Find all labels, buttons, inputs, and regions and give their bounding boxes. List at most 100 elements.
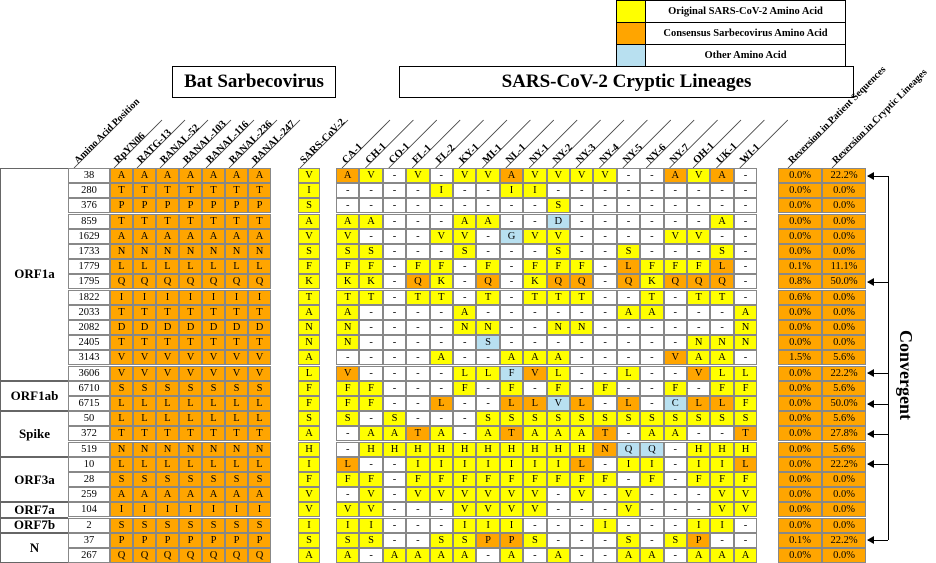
cryptic-cell: V — [710, 487, 734, 503]
bat-cell: S — [202, 380, 225, 396]
cryptic-cell: F — [406, 259, 430, 275]
bat-cell: S — [110, 517, 133, 533]
bat-cell: V — [202, 350, 225, 366]
cryptic-cell: - — [359, 183, 383, 199]
bat-cell: A — [133, 168, 156, 183]
header-pct-1: Reversion in Cryptic Lineages — [830, 67, 929, 166]
cryptic-cell: A — [663, 426, 687, 442]
bat-cell: P — [225, 532, 248, 548]
cryptic-cell: L — [476, 365, 500, 381]
cryptic-cell: - — [406, 228, 430, 244]
cryptic-cell: A — [687, 350, 711, 366]
cryptic-cell: - — [593, 548, 617, 563]
bat-cell: V — [156, 350, 179, 366]
bat-cell: D — [248, 320, 271, 335]
bat-cell: Q — [202, 548, 225, 563]
bat-cell: I — [179, 502, 202, 518]
cryptic-cell: - — [687, 426, 711, 442]
pct-cryptic-cell: 0.0% — [822, 304, 866, 320]
bat-cell: L — [248, 396, 271, 411]
cryptic-cell: F — [359, 380, 383, 396]
bat-cell: T — [248, 183, 271, 199]
cryptic-cell: - — [616, 168, 641, 183]
position-cell: 376 — [68, 198, 110, 214]
cryptic-cell: A — [546, 350, 570, 366]
cryptic-cell: S — [616, 532, 641, 548]
cryptic-cell: H — [687, 441, 711, 457]
cryptic-cell: - — [429, 198, 453, 214]
header-cryptic-7: NL-1 — [504, 142, 528, 166]
cryptic-cell: V — [523, 168, 547, 183]
cryptic-cell: - — [453, 426, 477, 442]
cryptic-cell: A — [453, 304, 477, 320]
cryptic-cell: F — [687, 259, 711, 275]
bat-cell: T — [225, 304, 248, 320]
pct-cryptic-cell: 0.0% — [822, 228, 866, 244]
cryptic-cell: A — [382, 426, 407, 442]
cryptic-cell: I — [546, 456, 570, 472]
pct-cryptic-cell: 0.0% — [822, 244, 866, 259]
convergent-arrow — [867, 460, 888, 469]
cryptic-cell: S — [710, 244, 734, 259]
position-cell: 1779 — [68, 259, 110, 275]
header-cryptic-14-rule — [669, 119, 718, 169]
cryptic-cell: K — [640, 274, 664, 290]
cryptic-cell: Q — [687, 274, 711, 290]
bat-cell: I — [179, 289, 202, 305]
bat-cell: L — [179, 456, 202, 472]
cryptic-cell: S — [546, 411, 570, 427]
cryptic-cell: S — [382, 411, 407, 427]
bat-cell: T — [179, 213, 202, 229]
pct-cryptic-cell: 5.6% — [822, 350, 866, 366]
bat-cell: T — [248, 335, 271, 351]
sars-cov-2-cell: S — [298, 411, 320, 427]
bat-cell: S — [156, 472, 179, 487]
cryptic-cell: - — [663, 517, 687, 533]
cryptic-cell: - — [336, 198, 360, 214]
pct-cryptic-cell: 0.0% — [822, 502, 866, 518]
header-cryptic-13: NY-6 — [645, 142, 669, 166]
cryptic-cell: L — [453, 365, 477, 381]
position-cell: 3606 — [68, 365, 110, 381]
convergent-arrow — [867, 399, 888, 408]
cryptic-cell: A — [570, 426, 594, 442]
cryptic-cell: Q — [546, 274, 570, 290]
cryptic-cell: - — [429, 320, 453, 335]
cryptic-cell: - — [382, 502, 407, 518]
sars-cov-2-cell: N — [298, 320, 320, 335]
bat-cell: T — [110, 426, 133, 442]
cryptic-cell: V — [733, 502, 758, 518]
cryptic-cell: - — [382, 244, 407, 259]
cryptic-cell: V — [499, 502, 524, 518]
bat-cell: A — [202, 228, 225, 244]
cryptic-cell: - — [499, 274, 524, 290]
header-cryptic-8: NY-1 — [528, 142, 552, 166]
cryptic-cell: A — [359, 213, 383, 229]
cryptic-cell: A — [336, 168, 360, 183]
header-cryptic-12: NY-5 — [621, 142, 645, 166]
cryptic-cell: - — [570, 304, 594, 320]
bat-cell: S — [225, 380, 248, 396]
bat-cell: T — [156, 213, 179, 229]
bat-cell: V — [248, 350, 271, 366]
bat-cell: L — [202, 396, 225, 411]
header-cryptic-5: KY-1 — [457, 142, 481, 166]
cryptic-cell: - — [593, 335, 617, 351]
sars-cov-2-cell: F — [298, 380, 320, 396]
cryptic-cell: F — [710, 472, 734, 487]
cryptic-cell: - — [733, 532, 758, 548]
cryptic-cell: - — [733, 213, 758, 229]
cryptic-cell: H — [476, 441, 500, 457]
cryptic-cell: F — [336, 259, 360, 275]
cryptic-cell: V — [523, 487, 547, 503]
cryptic-cell: K — [523, 274, 547, 290]
cryptic-cell: - — [406, 532, 430, 548]
cryptic-cell: - — [476, 228, 500, 244]
cryptic-cell: - — [336, 350, 360, 366]
sars-cov-2-cell: A — [298, 304, 320, 320]
cryptic-cell: S — [336, 411, 360, 427]
header-cryptic-5-rule — [458, 119, 508, 169]
cryptic-cell: S — [453, 244, 477, 259]
pct-patient-cell: 0.0% — [778, 304, 822, 320]
header-cryptic-0-rule — [341, 119, 391, 169]
